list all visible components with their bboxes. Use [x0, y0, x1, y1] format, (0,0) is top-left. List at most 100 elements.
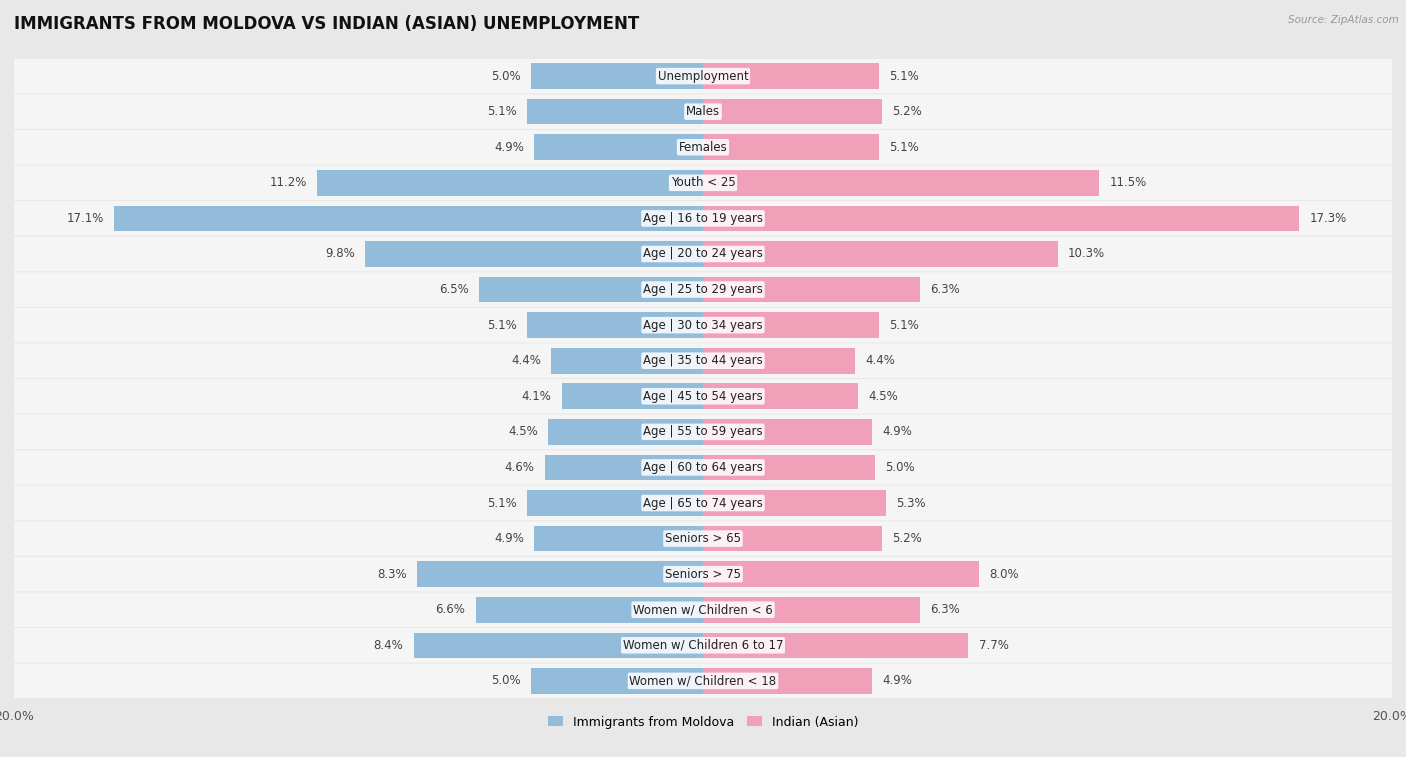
- Text: Age | 16 to 19 years: Age | 16 to 19 years: [643, 212, 763, 225]
- Bar: [703, 455, 875, 480]
- Text: 4.6%: 4.6%: [505, 461, 534, 474]
- FancyBboxPatch shape: [14, 344, 1392, 378]
- Text: 5.3%: 5.3%: [896, 497, 925, 509]
- Text: 5.1%: 5.1%: [488, 497, 517, 509]
- Bar: [413, 633, 703, 658]
- Text: 5.1%: 5.1%: [889, 319, 918, 332]
- Text: Youth < 25: Youth < 25: [671, 176, 735, 189]
- Text: 9.8%: 9.8%: [325, 248, 356, 260]
- Bar: [418, 562, 703, 587]
- Bar: [527, 99, 703, 124]
- FancyBboxPatch shape: [14, 593, 1392, 627]
- Text: 5.0%: 5.0%: [491, 674, 520, 687]
- Bar: [703, 206, 1299, 231]
- Text: 5.0%: 5.0%: [491, 70, 520, 83]
- Bar: [534, 526, 703, 551]
- Bar: [479, 277, 703, 302]
- FancyBboxPatch shape: [14, 95, 1392, 129]
- Text: 5.0%: 5.0%: [886, 461, 915, 474]
- FancyBboxPatch shape: [14, 237, 1392, 271]
- Bar: [703, 170, 1099, 195]
- Bar: [703, 597, 920, 622]
- FancyBboxPatch shape: [14, 486, 1392, 520]
- Text: 4.9%: 4.9%: [882, 674, 912, 687]
- Text: 4.9%: 4.9%: [494, 532, 524, 545]
- Bar: [703, 562, 979, 587]
- Bar: [475, 597, 703, 622]
- Text: 4.9%: 4.9%: [494, 141, 524, 154]
- Bar: [531, 668, 703, 693]
- Text: Age | 25 to 29 years: Age | 25 to 29 years: [643, 283, 763, 296]
- Text: Age | 60 to 64 years: Age | 60 to 64 years: [643, 461, 763, 474]
- Text: Seniors > 75: Seniors > 75: [665, 568, 741, 581]
- FancyBboxPatch shape: [14, 628, 1392, 662]
- Text: 5.2%: 5.2%: [893, 532, 922, 545]
- Text: 5.1%: 5.1%: [889, 70, 918, 83]
- Bar: [531, 64, 703, 89]
- Text: 4.4%: 4.4%: [865, 354, 894, 367]
- Bar: [703, 135, 879, 160]
- Bar: [562, 384, 703, 409]
- Bar: [551, 348, 703, 373]
- Bar: [703, 241, 1057, 266]
- FancyBboxPatch shape: [14, 273, 1392, 307]
- Bar: [703, 348, 855, 373]
- Text: Women w/ Children < 6: Women w/ Children < 6: [633, 603, 773, 616]
- Bar: [534, 135, 703, 160]
- FancyBboxPatch shape: [14, 522, 1392, 556]
- FancyBboxPatch shape: [14, 415, 1392, 449]
- Text: 11.5%: 11.5%: [1109, 176, 1147, 189]
- FancyBboxPatch shape: [14, 557, 1392, 591]
- Legend: Immigrants from Moldova, Indian (Asian): Immigrants from Moldova, Indian (Asian): [543, 711, 863, 734]
- FancyBboxPatch shape: [14, 166, 1392, 200]
- Text: 4.9%: 4.9%: [882, 425, 912, 438]
- FancyBboxPatch shape: [14, 59, 1392, 93]
- Bar: [548, 419, 703, 444]
- Text: Males: Males: [686, 105, 720, 118]
- Text: 6.3%: 6.3%: [931, 603, 960, 616]
- Bar: [703, 668, 872, 693]
- Text: 8.3%: 8.3%: [377, 568, 406, 581]
- Bar: [703, 491, 886, 516]
- Bar: [318, 170, 703, 195]
- Text: 4.5%: 4.5%: [869, 390, 898, 403]
- FancyBboxPatch shape: [14, 379, 1392, 413]
- FancyBboxPatch shape: [14, 201, 1392, 235]
- Bar: [703, 419, 872, 444]
- Bar: [703, 526, 882, 551]
- Bar: [703, 64, 879, 89]
- Text: IMMIGRANTS FROM MOLDOVA VS INDIAN (ASIAN) UNEMPLOYMENT: IMMIGRANTS FROM MOLDOVA VS INDIAN (ASIAN…: [14, 15, 640, 33]
- Text: Age | 55 to 59 years: Age | 55 to 59 years: [643, 425, 763, 438]
- Bar: [527, 313, 703, 338]
- Text: 17.3%: 17.3%: [1309, 212, 1347, 225]
- Text: 4.5%: 4.5%: [508, 425, 537, 438]
- Text: 11.2%: 11.2%: [270, 176, 307, 189]
- Text: Age | 45 to 54 years: Age | 45 to 54 years: [643, 390, 763, 403]
- Text: 10.3%: 10.3%: [1069, 248, 1105, 260]
- FancyBboxPatch shape: [14, 308, 1392, 342]
- Bar: [114, 206, 703, 231]
- FancyBboxPatch shape: [14, 130, 1392, 164]
- Text: Source: ZipAtlas.com: Source: ZipAtlas.com: [1288, 15, 1399, 25]
- Bar: [703, 313, 879, 338]
- Text: 6.3%: 6.3%: [931, 283, 960, 296]
- Text: 4.1%: 4.1%: [522, 390, 551, 403]
- Bar: [366, 241, 703, 266]
- Text: 4.4%: 4.4%: [512, 354, 541, 367]
- Bar: [703, 99, 882, 124]
- Text: 7.7%: 7.7%: [979, 639, 1008, 652]
- Text: 8.0%: 8.0%: [988, 568, 1018, 581]
- Text: 17.1%: 17.1%: [66, 212, 104, 225]
- Text: 5.1%: 5.1%: [889, 141, 918, 154]
- Bar: [703, 633, 969, 658]
- Text: Age | 35 to 44 years: Age | 35 to 44 years: [643, 354, 763, 367]
- Text: Age | 20 to 24 years: Age | 20 to 24 years: [643, 248, 763, 260]
- Text: 5.2%: 5.2%: [893, 105, 922, 118]
- FancyBboxPatch shape: [14, 664, 1392, 698]
- Text: 6.5%: 6.5%: [439, 283, 468, 296]
- Text: Women w/ Children < 18: Women w/ Children < 18: [630, 674, 776, 687]
- Text: Age | 30 to 34 years: Age | 30 to 34 years: [643, 319, 763, 332]
- Text: Women w/ Children 6 to 17: Women w/ Children 6 to 17: [623, 639, 783, 652]
- Text: Unemployment: Unemployment: [658, 70, 748, 83]
- Bar: [527, 491, 703, 516]
